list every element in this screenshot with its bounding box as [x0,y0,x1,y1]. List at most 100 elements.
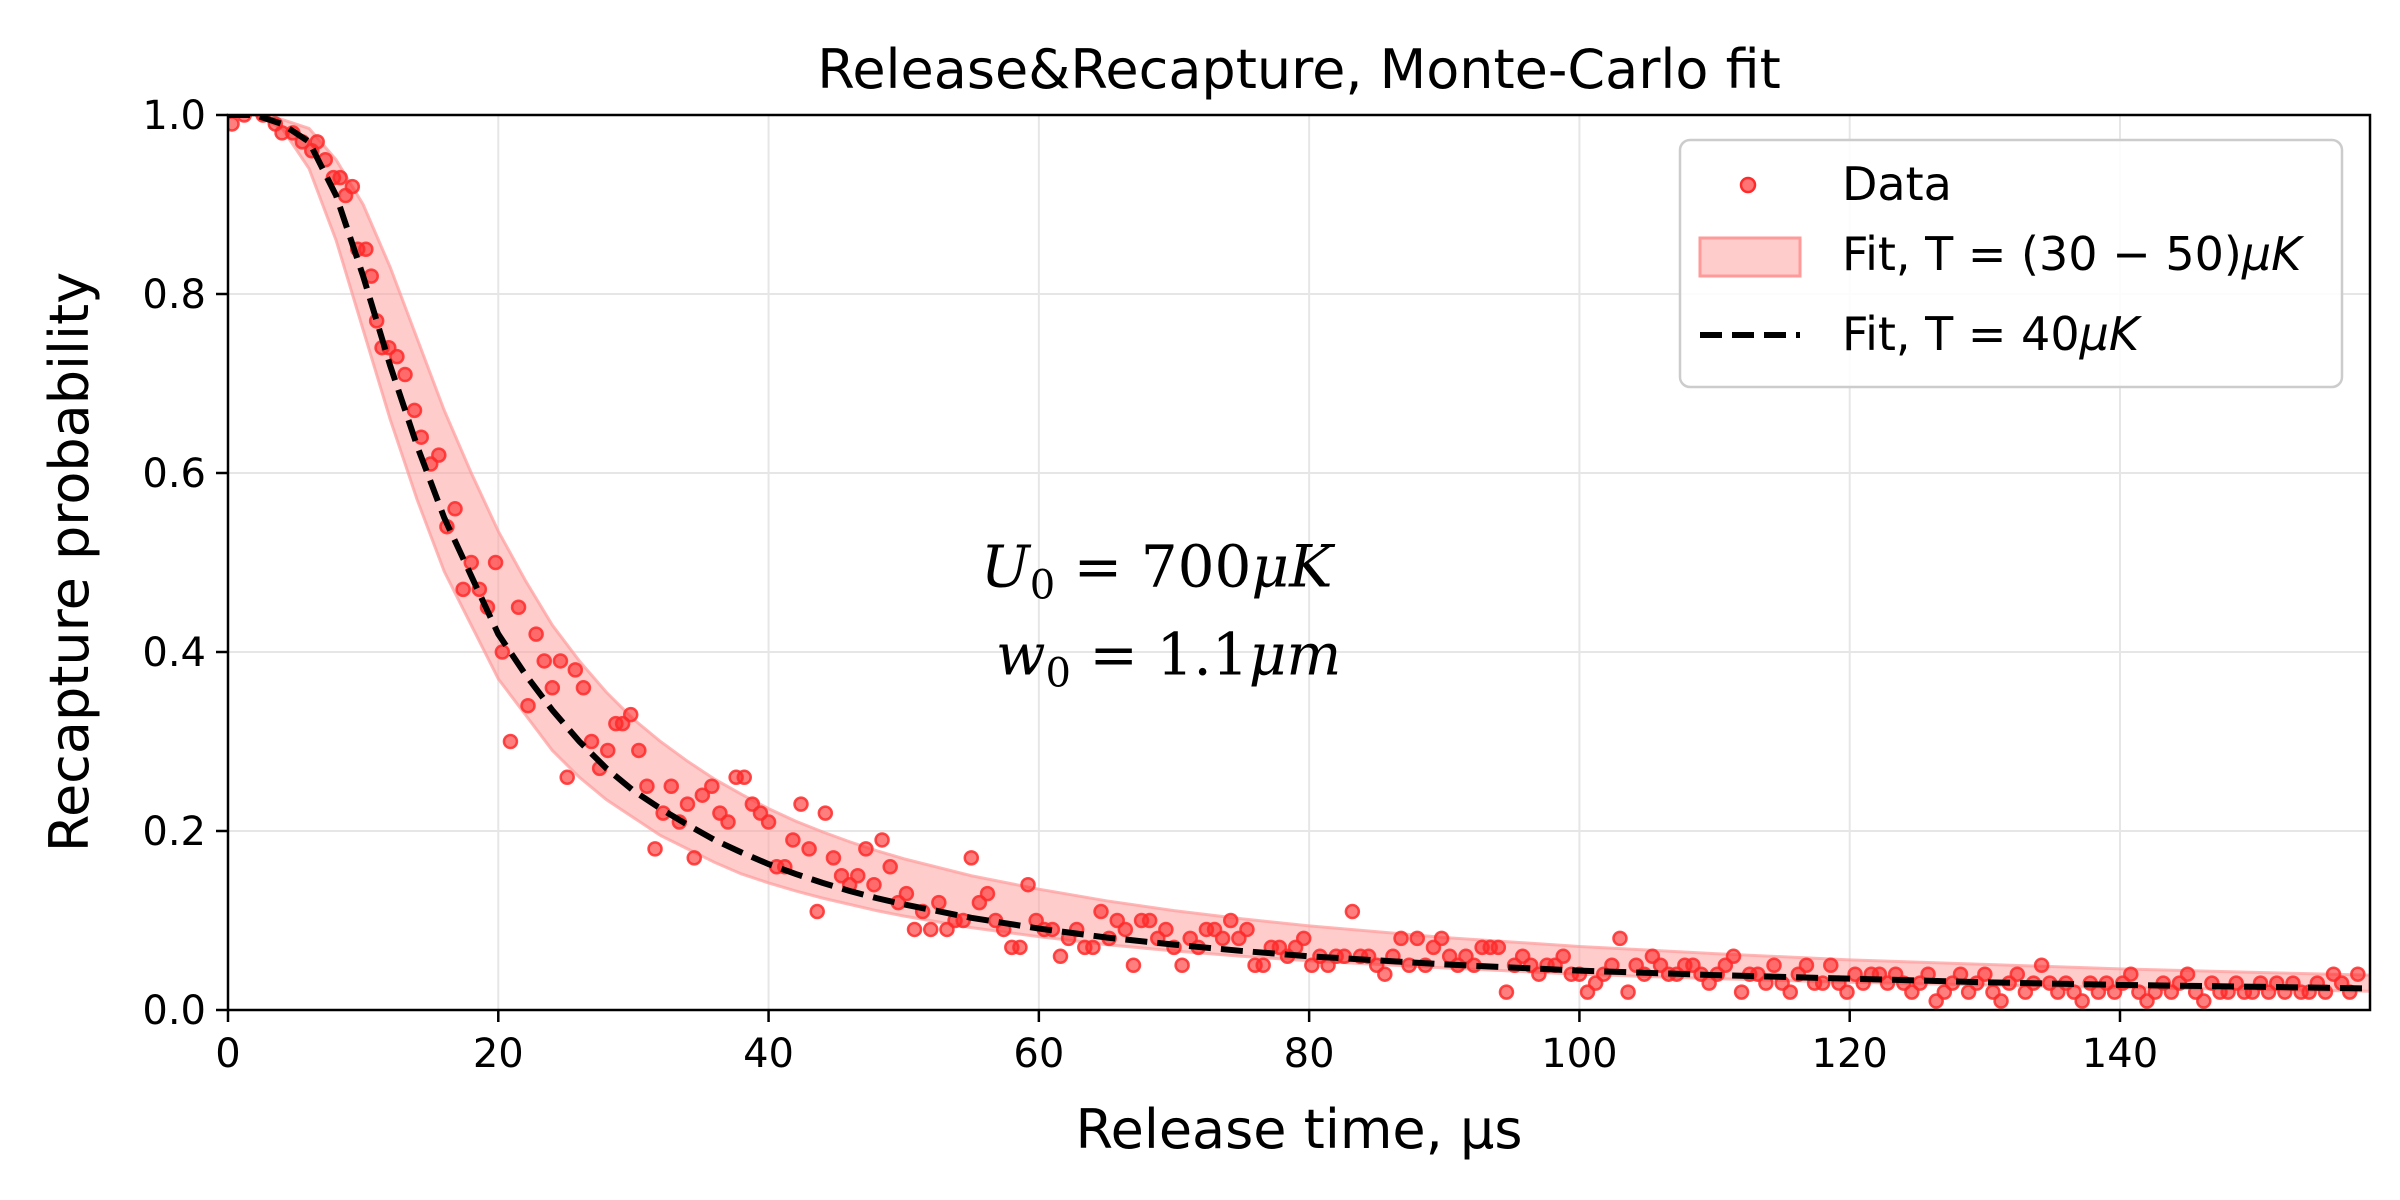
data-point [906,921,923,938]
data-point [1020,876,1036,893]
data-point [487,554,504,571]
data-point [1490,939,1507,956]
data-point [694,787,711,803]
data-point [1798,957,1815,973]
annotation-line-2: w0 = 1.1μm [996,621,1342,697]
fit-band [228,115,2370,993]
data-point [1158,921,1174,938]
data-point [898,885,915,902]
data-point [866,876,882,893]
data-point [2123,966,2139,982]
data-point [309,134,325,150]
data-point [1409,930,1425,947]
data-point [963,850,980,866]
data-point [1782,984,1798,1000]
data-point [2009,966,2026,982]
data-point [736,769,752,786]
y-tick-label: 1.0 [142,93,206,139]
data-point [858,841,874,857]
data-point [1344,903,1361,920]
data-point [536,653,552,669]
data-point [2350,966,2366,982]
data-point [1612,930,1628,947]
data-point [704,778,720,794]
data-point [559,769,575,786]
x-tick-label: 0 [215,1031,240,1077]
y-tick-label: 0.4 [142,630,206,676]
data-point [463,554,480,571]
x-tick-label: 20 [473,1031,524,1077]
data-point [1839,984,1855,1000]
data-point [1766,957,1782,973]
data-point [2074,993,2090,1009]
annotation-line-1: U0 = 700μK [981,533,1336,609]
plot-area [228,115,2370,1009]
data-point [1223,912,1239,929]
data-point [679,796,696,812]
data-point [793,796,809,812]
legend-label-band: Fit, T = (30 − 50)μK [1842,227,2305,281]
data-point [882,859,898,875]
fit-line [228,115,2370,992]
data-point [502,733,519,750]
data-point [447,501,463,517]
x-tick-label: 120 [1812,1031,1888,1077]
data-point [622,706,639,723]
data-point [397,366,413,383]
legend: Data Fit, T = (30 − 50)μK Fit, T = 40μK [1678,138,2344,389]
data-point [760,814,777,830]
data-point [979,885,996,902]
data-point [1498,984,1515,1000]
legend-data-marker [1739,176,1757,194]
data-point [647,841,663,857]
data-point [874,832,890,848]
data-point [2196,993,2212,1009]
x-tick-label: 60 [1013,1031,1064,1077]
data-point [1174,957,1190,973]
data-point [599,742,616,759]
data-point [389,348,405,365]
data-point [1823,957,1839,973]
data-point [809,903,825,920]
data-point [1725,948,1742,965]
data-point [544,680,561,696]
data-point [931,894,947,911]
legend-label-line: Fit, T = 40μK [1842,307,2143,361]
data-point [1141,912,1158,929]
data-point [1093,903,1109,920]
data-point [1620,984,1636,1000]
data-point [1012,939,1028,956]
y-tick-label: 0.6 [142,451,206,497]
data-point [1255,957,1271,973]
legend-label-data: Data [1842,157,1952,211]
data-point [1733,984,1750,1000]
data-point [1433,930,1450,947]
x-tick-label: 140 [2082,1031,2158,1077]
data-point [850,868,866,884]
y-tick-label: 0.8 [142,272,206,318]
data-point [1052,948,1069,965]
data-point [1814,975,1831,991]
x-axis-label: Release time, μs [1076,1098,1523,1161]
data-point [825,850,842,866]
data-point [720,814,736,830]
data-point [785,832,801,848]
legend-band-swatch [1698,236,1802,278]
data-point [1393,930,1409,947]
data-point [552,653,569,669]
x-tick-label: 40 [743,1031,794,1077]
data-point [510,599,527,615]
data-point [431,447,447,463]
data-point [817,805,834,821]
data-point [1214,930,1231,947]
data-point [686,850,702,866]
y-tick-label: 0.0 [142,988,206,1034]
data-point [332,169,348,186]
data-point [639,778,655,794]
x-tick-label: 100 [1541,1031,1617,1077]
data-point [1555,948,1571,965]
data-point [2179,966,2196,982]
data-point [344,178,361,195]
data-point [520,697,536,714]
